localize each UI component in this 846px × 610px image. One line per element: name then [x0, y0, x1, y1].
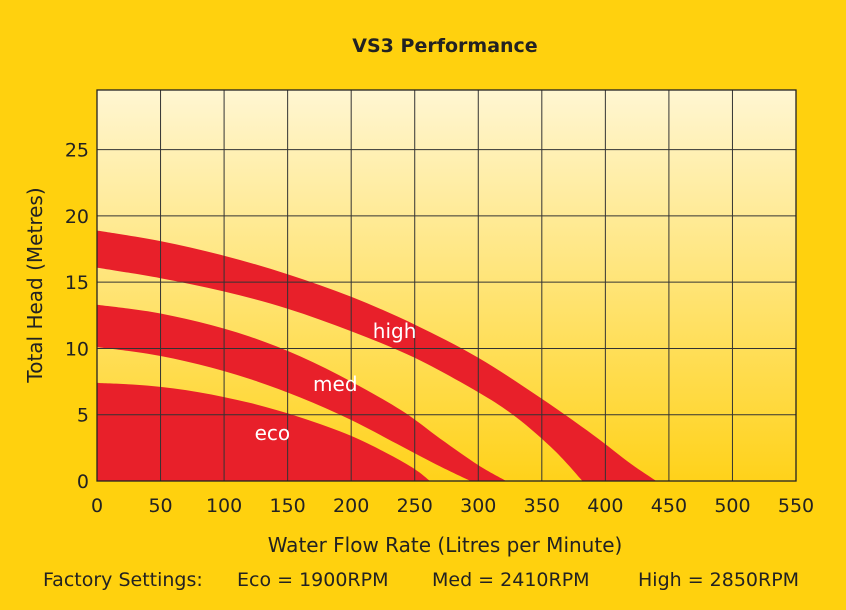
factory-settings-footer: Factory Settings: Eco = 1900RPM Med = 24…	[43, 569, 799, 591]
x-tick-label: 200	[333, 495, 369, 517]
y-tick-label: 0	[77, 471, 89, 493]
y-axis-label: Total Head (Metres)	[23, 187, 47, 383]
curve-labels: eco med high	[255, 319, 417, 445]
x-tick-labels: 0 50 100 150 200 250 300 350 400 450 500 550	[91, 495, 814, 517]
x-tick-label: 50	[148, 495, 172, 517]
y-tick-label: 5	[77, 405, 89, 427]
x-tick-label: 400	[587, 495, 623, 517]
x-tick-label: 350	[524, 495, 560, 517]
x-tick-label: 150	[270, 495, 306, 517]
curve-label-med: med	[313, 372, 357, 396]
y-tick-label: 25	[65, 140, 89, 162]
footer-eco-setting: Eco = 1900RPM	[237, 569, 388, 591]
x-tick-label: 0	[91, 495, 103, 517]
curve-label-eco: eco	[255, 421, 291, 445]
footer-label: Factory Settings:	[43, 569, 203, 591]
x-tick-label: 450	[651, 495, 687, 517]
curve-label-high: high	[373, 319, 417, 343]
footer-med-setting: Med = 2410RPM	[432, 569, 590, 591]
plot-frame	[96, 89, 797, 482]
y-tick-labels: 0 5 10 15 20 25	[65, 140, 89, 493]
x-tick-label: 300	[460, 495, 496, 517]
y-tick-label: 10	[65, 338, 89, 360]
y-tick-label: 15	[65, 272, 89, 294]
x-tick-label: 550	[778, 495, 814, 517]
x-tick-label: 500	[714, 495, 750, 517]
grid-lines	[97, 90, 796, 481]
footer-high-setting: High = 2850RPM	[638, 569, 799, 591]
x-axis-label: Water Flow Rate (Litres per Minute)	[268, 533, 623, 557]
chart-title: VS3 Performance	[352, 35, 537, 57]
band-high	[97, 230, 657, 481]
band-eco	[97, 382, 430, 481]
x-tick-label: 100	[206, 495, 242, 517]
x-tick-label: 250	[397, 495, 433, 517]
y-tick-label: 20	[65, 206, 89, 228]
